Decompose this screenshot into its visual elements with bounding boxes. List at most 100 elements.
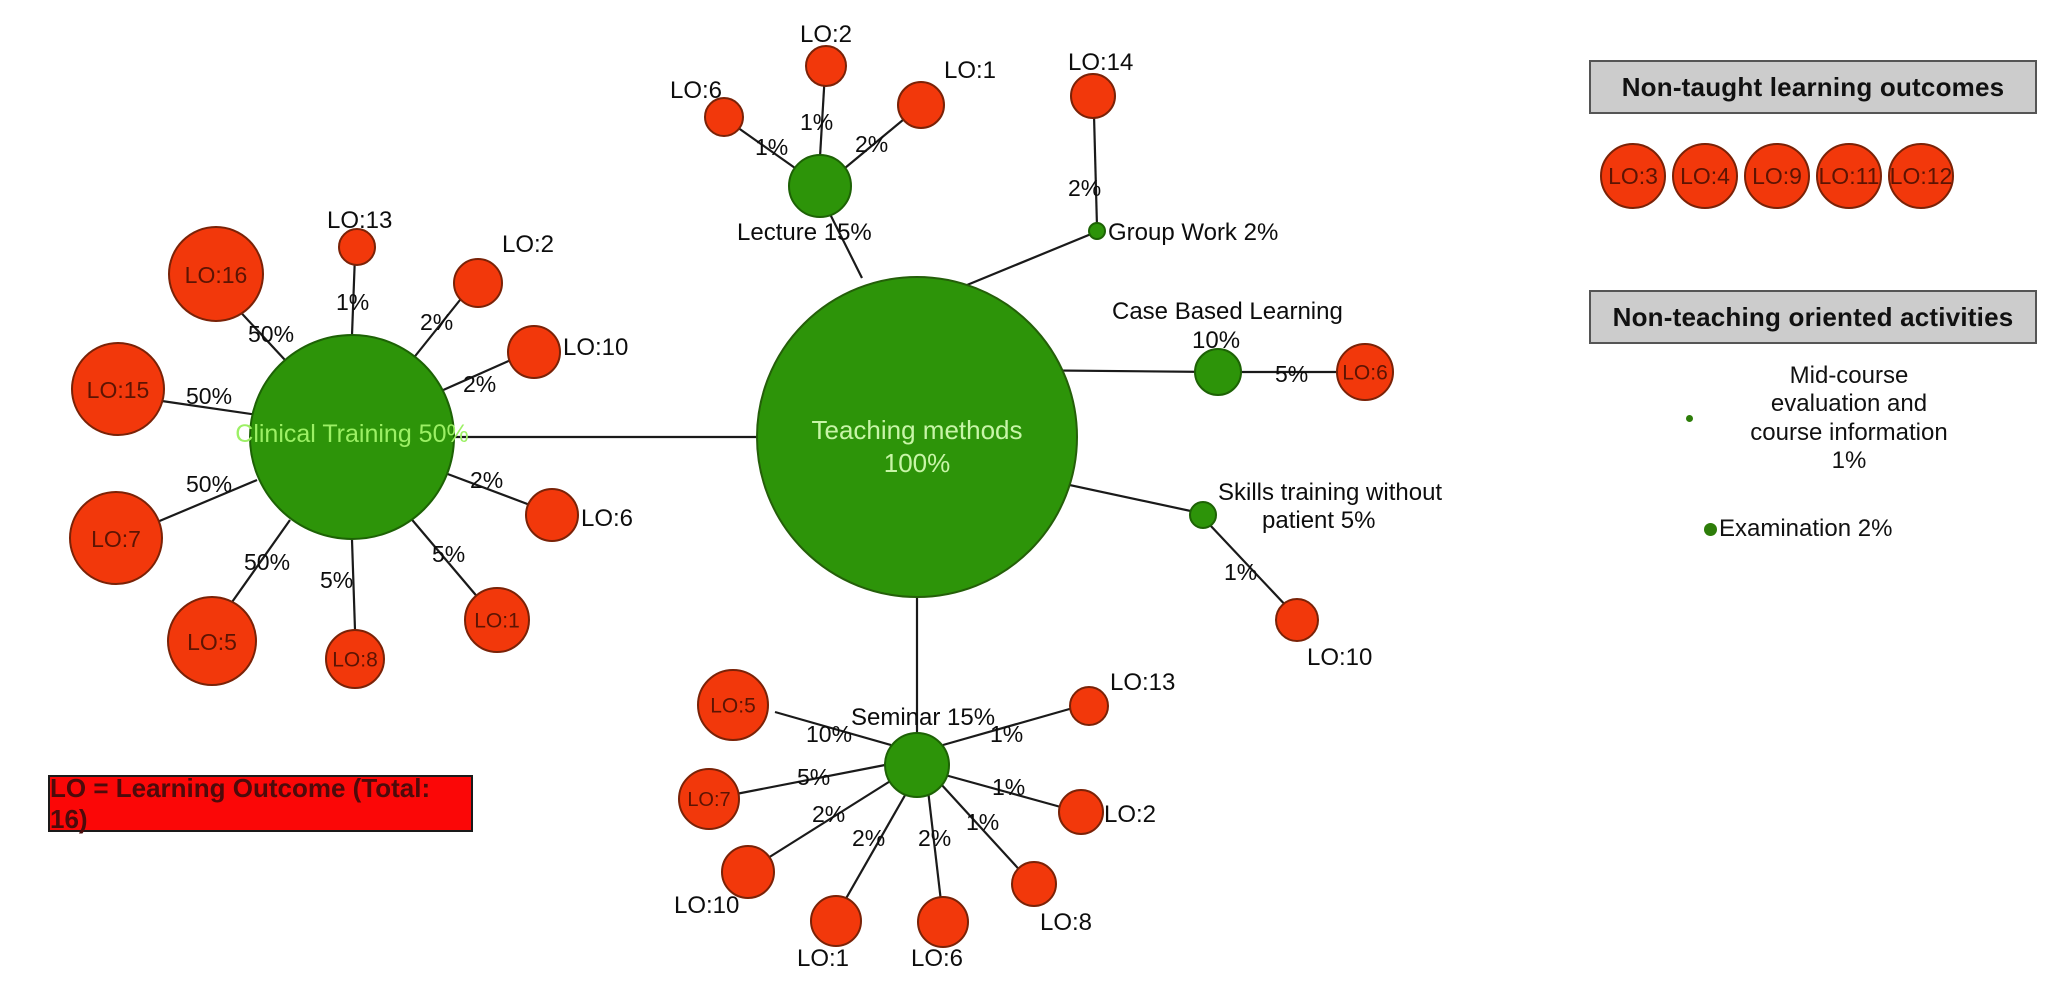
- pct-clinical-lo2: 2%: [420, 309, 453, 335]
- legend-lo4[interactable]: LO:4: [1672, 143, 1738, 209]
- node-lo5-seminar[interactable]: LO:5: [697, 669, 769, 741]
- label-lo6-clinical: LO:6: [581, 505, 633, 532]
- node-lecture-label: Lecture 15%: [737, 219, 872, 246]
- node-teaching-methods[interactable]: Teaching methods 100%: [756, 276, 1078, 598]
- green-dot-icon: [1704, 522, 1717, 536]
- legend-lo3[interactable]: LO:3: [1600, 143, 1666, 209]
- node-lo10-skills[interactable]: [1275, 598, 1319, 642]
- edge-clinical-lo10: [431, 353, 523, 397]
- node-lo7-clinical[interactable]: LO:7: [69, 491, 163, 585]
- node-seminar-label: Seminar 15%: [851, 704, 995, 731]
- node-clinical-training-label: Clinical Training 50%: [235, 420, 468, 448]
- edge-clinical-lo1: [407, 514, 481, 601]
- edge-clinical-lo13: [350, 254, 357, 336]
- label-lo8-seminar: LO:8: [1040, 909, 1092, 936]
- lecture-text-labels: LO:6 LO:2 LO:1 1% 1% 2%: [670, 21, 996, 160]
- pct-clinical-lo7: 50%: [186, 471, 232, 497]
- label-lo13-clinical: LO:13: [327, 207, 392, 234]
- node-clinical-training[interactable]: Clinical Training 50%: [235, 334, 469, 540]
- node-lo5-clinical[interactable]: LO:5: [167, 596, 257, 686]
- pct-clinical-lo6: 2%: [470, 467, 503, 493]
- pct-lecture-lo2: 1%: [800, 109, 833, 135]
- edge-groupwork-lo14: [1092, 114, 1099, 228]
- seminar-text-labels: LO:13 LO:2 LO:10 LO:1 LO:6 LO:8 10% 1% 5…: [674, 669, 1175, 972]
- node-lo10-seminar[interactable]: [721, 845, 775, 899]
- mid-course-line2: evaluation and: [1770, 390, 1928, 418]
- node-lo16[interactable]: LO:16: [168, 226, 264, 322]
- label-lo10-clinical: LO:10: [563, 334, 628, 361]
- pct-seminar-lo1: 2%: [852, 825, 885, 851]
- node-skills-label-line1: Skills training without: [1218, 479, 1442, 506]
- pct-seminar-lo10: 2%: [812, 801, 845, 827]
- pct-seminar-lo2: 1%: [992, 774, 1025, 800]
- edge-clinical-lo5: [224, 519, 291, 613]
- node-lo1-clinical-label: LO:1: [474, 610, 520, 633]
- edge-clinical-lo6: [436, 468, 531, 507]
- pct-clinical-lo5: 50%: [244, 549, 290, 575]
- node-lo2-lecture[interactable]: [805, 45, 847, 87]
- label-lo13-seminar: LO:13: [1110, 669, 1175, 696]
- pct-clinical-lo8: 5%: [320, 567, 353, 593]
- node-lo2-seminar[interactable]: [1058, 789, 1104, 835]
- edge-seminar-lo8: [939, 782, 1027, 878]
- node-lo1-clinical[interactable]: LO:1: [464, 587, 530, 653]
- node-case-based-learning[interactable]: Case Based Learning 10%: [1112, 298, 1343, 396]
- legend-lo12[interactable]: LO:12: [1888, 143, 1954, 209]
- lo-key-legend: LO = Learning Outcome (Total: 16): [48, 773, 473, 834]
- node-seminar[interactable]: Seminar 15%: [851, 704, 995, 798]
- edge-seminar-lo7: [735, 763, 886, 796]
- pct-clinical-lo10: 2%: [463, 371, 496, 397]
- node-lo6-seminar[interactable]: [917, 896, 969, 948]
- edge-clinical-lo2: [411, 289, 469, 361]
- edge-skills-lo10: [1208, 523, 1291, 611]
- node-lo1-seminar[interactable]: [810, 895, 862, 947]
- label-lo10-skills: LO:10: [1307, 644, 1372, 671]
- label-lo2-clinical: LO:2: [502, 231, 554, 258]
- node-lo13-seminar[interactable]: [1069, 686, 1109, 726]
- node-case-based-label-line2: 10%: [1192, 327, 1240, 354]
- node-lo15[interactable]: LO:15: [71, 342, 165, 436]
- node-lo13[interactable]: [338, 228, 376, 266]
- edge-seminar-lo5: [774, 710, 892, 747]
- node-lo8-clinical-label: LO:8: [332, 649, 378, 672]
- edge-clinical-lo8: [350, 539, 357, 631]
- legend-activity-mid-course: Mid-course evaluation and course informa…: [1686, 362, 2016, 475]
- label-lo6-lecture: LO:6: [670, 77, 722, 104]
- pct-clinical-lo1: 5%: [432, 541, 465, 567]
- node-lo6-casebased[interactable]: LO:6: [1336, 343, 1394, 401]
- node-lecture[interactable]: Lecture 15%: [737, 154, 872, 246]
- node-lo8-seminar[interactable]: [1011, 861, 1057, 907]
- node-lo10-clinical[interactable]: [507, 325, 561, 379]
- node-lo2-clinical[interactable]: [453, 258, 503, 308]
- node-group-work[interactable]: Group Work 2%: [1088, 219, 1278, 246]
- node-lo14[interactable]: [1070, 73, 1116, 119]
- clinical-lo-text-labels: LO:13 LO:2 LO:10 LO:6: [327, 207, 633, 532]
- edge-seminar-lo2: [944, 773, 1069, 811]
- node-teaching-methods-label-line2: 100%: [884, 448, 951, 478]
- node-lo6-lecture[interactable]: [704, 97, 744, 137]
- node-lo8-clinical[interactable]: LO:8: [325, 629, 385, 689]
- legend-activity-mid-course-text: Mid-course evaluation and course informa…: [1699, 362, 1999, 475]
- legend-lo9[interactable]: LO:9: [1744, 143, 1810, 209]
- legend-non-taught-items: LO:3 LO:4 LO:9 LO:11 LO:12: [1600, 140, 2030, 212]
- node-lo15-label: LO:15: [87, 377, 150, 403]
- node-lo7-seminar[interactable]: LO:7: [678, 768, 740, 830]
- edge-seminar-lo13: [942, 706, 1074, 747]
- label-lo10-seminar: LO:10: [674, 892, 739, 919]
- node-teaching-methods-label-line1: Teaching methods: [811, 415, 1022, 445]
- node-skills-training[interactable]: Skills training without patient 5%: [1189, 479, 1442, 534]
- clinical-pct-labels: 50% 1% 2% 2% 50% 2% 50% 5% 50% 5%: [186, 289, 503, 593]
- pct-lecture-lo6: 1%: [755, 134, 788, 160]
- node-lo6-clinical[interactable]: [525, 488, 579, 542]
- node-skills-label-line2: patient 5%: [1262, 507, 1375, 534]
- legend-lo11[interactable]: LO:11: [1816, 143, 1882, 209]
- node-lo1-lecture[interactable]: [897, 81, 945, 129]
- pct-seminar-lo13: 1%: [990, 721, 1023, 747]
- node-lo16-label: LO:16: [185, 262, 248, 288]
- edge-seminar-lo10: [759, 779, 893, 864]
- node-lo7-label: LO:7: [91, 526, 141, 552]
- node-case-based-label-line1: Case Based Learning: [1112, 298, 1343, 325]
- lecture-lo-nodes: [704, 45, 945, 137]
